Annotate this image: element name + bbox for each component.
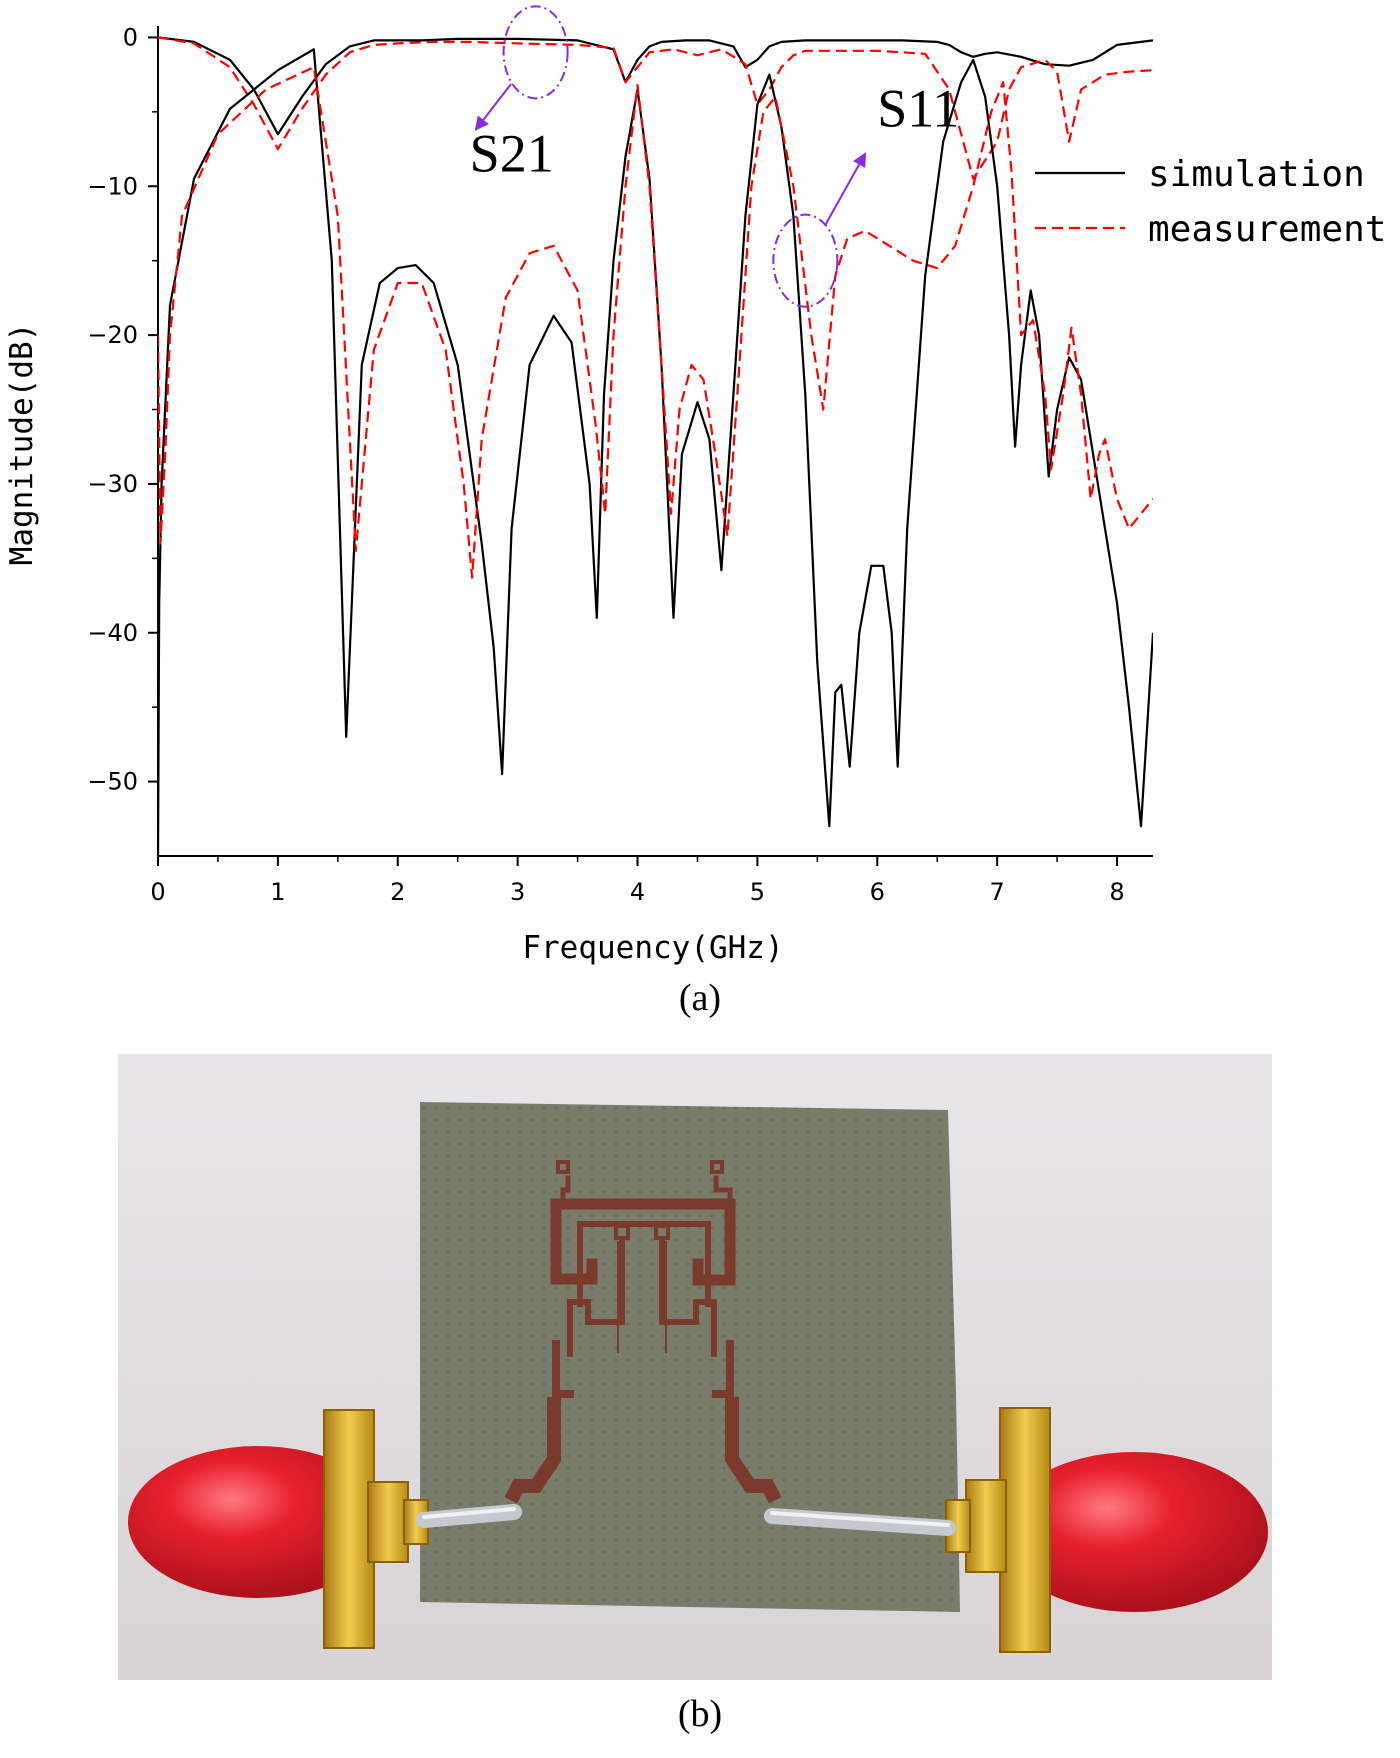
annotation-arrow-s21: [474, 83, 512, 131]
series-line-simulation-s21: [158, 36, 1153, 136]
chart: 0 1 2 3 4 5 6 7 8 0 −10 −20 −30 −40 −50 S21 S11 Frequen…: [4, 5, 1386, 966]
y-tick-label: −40: [87, 619, 138, 647]
caption-a: (a): [678, 977, 722, 1019]
x-axis-title: Frequency(GHz): [522, 930, 783, 966]
annotation-label-s21: S21: [470, 123, 554, 183]
right-sma-connector: [764, 1407, 1268, 1653]
x-tick-label: 6: [870, 878, 885, 906]
legend: simulation measurement: [1035, 154, 1386, 250]
legend-label-measurement: measurement: [1148, 209, 1386, 250]
filter-prototype-photo: [118, 1054, 1272, 1680]
x-tick-label: 2: [390, 878, 405, 906]
legend-label-simulation: simulation: [1148, 154, 1365, 195]
x-tick-label: 0: [150, 878, 165, 906]
caption-b: (b): [677, 1693, 723, 1735]
y-tick-label: −30: [87, 470, 138, 498]
pcb-substrate: [420, 1102, 960, 1612]
annotation-arrow-s11: [824, 152, 867, 227]
right-red-cap: [1000, 1452, 1268, 1612]
x-tick-label: 8: [1109, 878, 1124, 906]
right-flange: [999, 1407, 1051, 1653]
y-tick-label: 0: [123, 23, 138, 51]
y-tick-label: −10: [87, 172, 138, 200]
annotation-layer: S21 S11: [470, 5, 959, 308]
y-tick-label: −50: [87, 768, 138, 796]
series-layer: [158, 36, 1153, 856]
y-axis-title: Magnitude(dB): [4, 323, 40, 566]
series-line-measurement-s11: [158, 66, 1153, 579]
series-line-simulation-s11: [158, 48, 1153, 856]
series-line-measurement-s21: [158, 36, 1153, 180]
y-tick-label: −20: [87, 321, 138, 349]
annotation-label-s11: S11: [877, 79, 959, 139]
x-tick-label: 4: [630, 878, 645, 906]
axes: 0 1 2 3 4 5 6 7 8 0 −10 −20 −30 −40 −50: [87, 23, 1153, 906]
left-flange: [323, 1409, 375, 1649]
x-tick-label: 3: [510, 878, 525, 906]
left-sma-connector: [128, 1409, 522, 1649]
annotation-ellipse-s11: [772, 213, 839, 308]
x-tick-label: 1: [270, 878, 285, 906]
annotation-ellipse-s21: [502, 5, 569, 100]
x-tick-label: 5: [750, 878, 765, 906]
x-tick-label: 7: [990, 878, 1005, 906]
microstrip-traces: [504, 1160, 782, 1504]
